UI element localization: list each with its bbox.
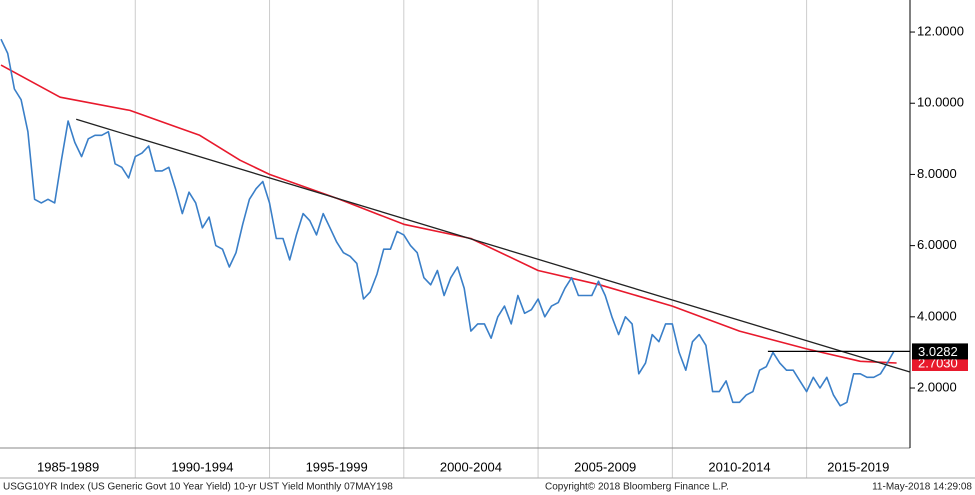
footer-date: 11-May-2018 14:29:08 (872, 482, 972, 493)
last-value-label: 3.0282 (918, 344, 958, 359)
y-tick-label: 2.0000 (917, 379, 957, 394)
footer-copyright: Copyright© 2018 Bloomberg Finance L.P. (545, 482, 729, 493)
x-band-label: 2000-2004 (440, 459, 502, 474)
moving-average-line (0, 64, 897, 364)
x-band-label: 1985-1989 (37, 459, 99, 474)
x-band-label: 1990-1994 (171, 459, 233, 474)
last-value-box (912, 343, 968, 360)
yield-line (0, 38, 895, 407)
x-band-label: 2005-2009 (574, 459, 636, 474)
y-tick-label: 6.0000 (917, 237, 957, 252)
y-tick-label: 10.0000 (917, 95, 964, 110)
x-band-label: 2015-2019 (827, 459, 889, 474)
x-band-label: 2010-2014 (708, 459, 770, 474)
trend-line (76, 118, 911, 373)
y-tick-label: 12.0000 (917, 23, 964, 38)
y-tick-label: 8.0000 (917, 166, 957, 181)
x-band-label: 1995-1999 (306, 459, 368, 474)
footer-source: USGG10YR Index (US Generic Govt 10 Year … (3, 482, 393, 493)
y-tick-label: 4.0000 (917, 308, 957, 323)
